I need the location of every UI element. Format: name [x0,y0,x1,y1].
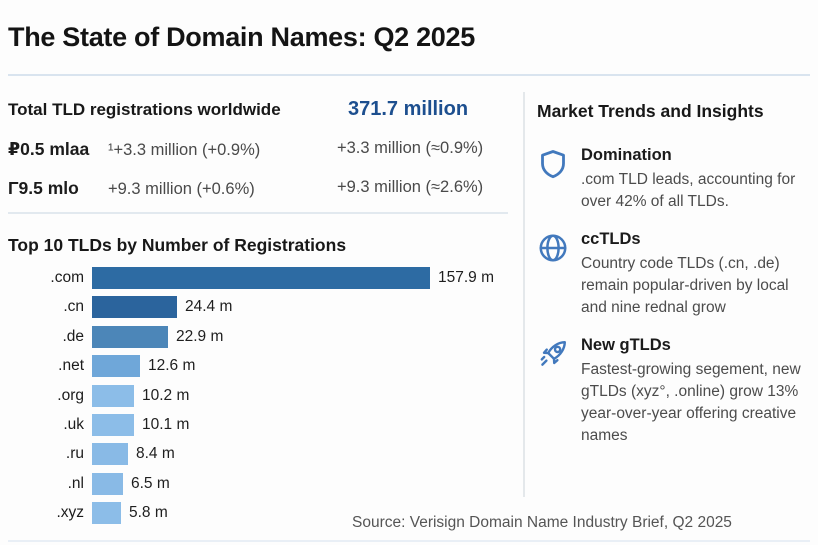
stat-row: ₽0.5 mlaa ¹+3.3 million (+0.9%) +3.3 mil… [8,139,513,163]
insights-panel: Market Trends and Insights Domination .c… [537,101,813,464]
bar-value-label: 8.4 m [136,445,175,463]
insight-title: ccTLDs [581,230,641,248]
chart-row: .cn 24.4 m [8,296,513,319]
chart-row: .net 12.6 m [8,355,513,378]
insight-title: Domination [581,146,672,164]
bar [92,443,128,466]
bar-category-label: .uk [63,415,84,433]
stats-heading: Total TLD registrations worldwide [8,100,281,119]
shield-icon [537,146,569,213]
chart-row: .ru 8.4 m [8,443,513,466]
insight-body: Fastest-growing segement, new gTLDs (xyz… [581,361,801,444]
bar-category-label: .de [62,327,84,345]
chart-row: .uk 10.1 m [8,413,513,436]
bar-category-label: .nl [67,474,84,492]
source-note: Source: Verisign Domain Name Industry Br… [352,514,732,531]
insights-heading: Market Trends and Insights [537,101,764,121]
chart-rows: .com 157.9 m .cn 24.4 m .de 22.9 m .net 12.6 m.… [8,267,513,532]
vertical-divider [523,92,525,497]
chart-row: .nl 6.5 m [8,472,513,495]
chart-row: .com 157.9 m [8,267,513,289]
bar-value-label: 5.8 m [129,504,168,522]
insight-title: New gTLDs [581,336,671,354]
stat-change-secondary: +9.3 million (≈2.6%) [337,178,484,196]
stat-label: ₽0.5 mlaa [8,139,90,159]
bar [92,267,430,289]
chart-row: .org 10.2 m [8,384,513,407]
bar [92,472,123,495]
stat-row: Γ9.5 mlo +9.3 million (+0.6%) +9.3 milli… [8,178,513,202]
bar [92,325,168,348]
bar [92,413,134,436]
stat-change: ¹+3.3 million (+0.9%) [108,141,261,159]
stat-label: Γ9.5 mlo [8,178,79,198]
insight-body: Country code TLDs (.cn, .de) remain popu… [581,255,789,316]
rocket-icon [537,336,569,447]
bar-value-label: 12.6 m [148,357,196,375]
stat-change-secondary: +3.3 million (≈0.9%) [337,139,484,157]
insight-item-cctlds: ccTLDs Country code TLDs (.cn, .de) rema… [537,230,813,319]
bar-category-label: .net [58,357,84,375]
bar-value-label: 6.5 m [131,474,170,492]
total-registrations-value: 371.7 million [348,98,469,120]
bar [92,384,134,407]
insight-body: .com TLD leads, accounting for over 42% … [581,171,796,210]
bar-value-label: 22.9 m [176,327,224,345]
page-title: The State of Domain Names: Q2 2025 [8,22,475,52]
stats-panel: Total TLD registrations worldwide 371.7 … [8,98,513,202]
bar-category-label: .com [50,269,84,286]
bar-category-label: .org [57,386,84,404]
bar-value-label: 10.1 m [142,415,190,433]
stat-change: +9.3 million (+0.6%) [108,180,255,198]
bar [92,355,140,378]
bar-value-label: 10.2 m [142,386,190,404]
chart-row: .xyz 5.8 m [8,502,513,525]
stats-header: Total TLD registrations worldwide 371.7 … [8,98,513,124]
bar-category-label: .ru [65,445,84,463]
insight-item-new-gtlds: New gTLDs Fastest-growing segement, new … [537,336,813,447]
bar-value-label: 157.9 m [438,269,495,286]
bar [92,296,177,319]
globe-icon [537,230,569,319]
bottom-divider [8,540,810,542]
chart-title: Top 10 TLDs by Number of Registrations [8,235,347,255]
bar-category-label: .xyz [56,504,84,522]
insight-item-domination: Domination .com TLD leads, accounting fo… [537,146,813,213]
bar-category-label: .cn [63,298,84,316]
chart-row: .de 22.9 m [8,325,513,348]
bar-value-label: 24.4 m [185,298,233,316]
bar [92,502,121,525]
stats-divider [8,212,508,214]
header-divider [8,74,810,76]
